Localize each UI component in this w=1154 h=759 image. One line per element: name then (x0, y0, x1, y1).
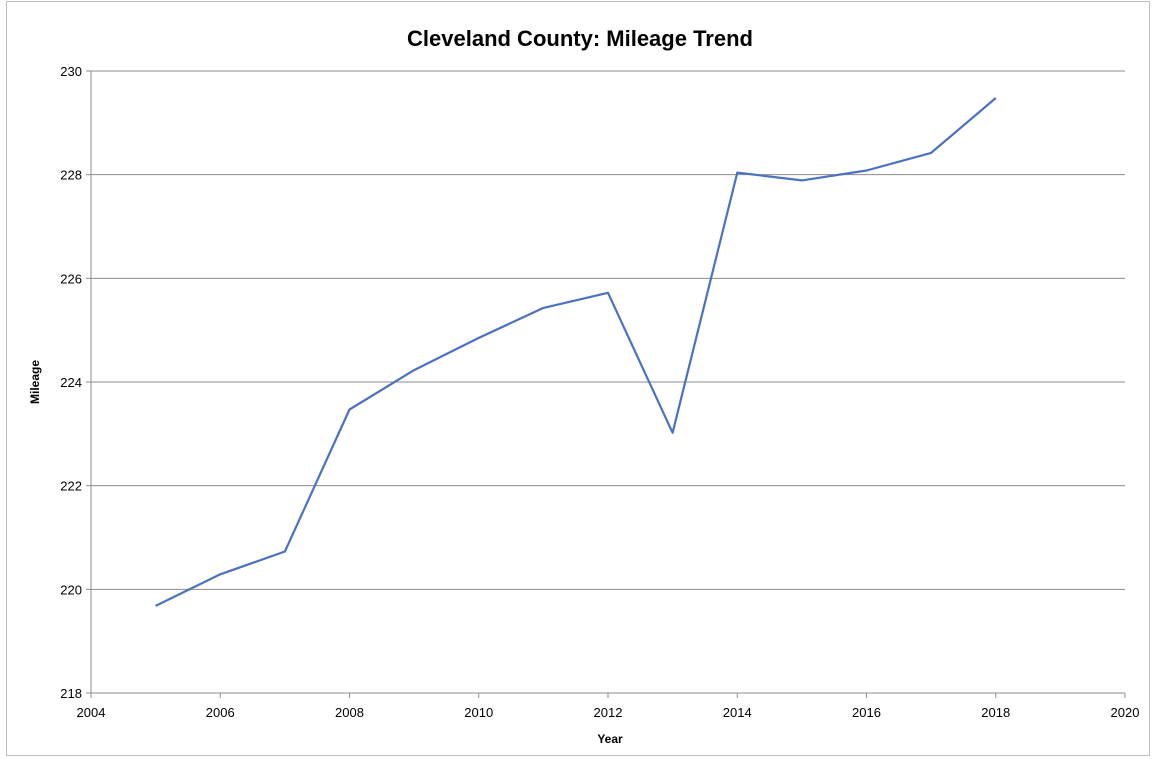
series-layer (153, 95, 999, 609)
chart-title: Cleveland County: Mileage Trend (407, 26, 753, 51)
axes (86, 70, 1126, 698)
x-tick-label-2012: 2012 (594, 705, 623, 720)
y-tick-labels: 218 220 222 224 226 228 230 (60, 64, 82, 701)
chart-frame (6, 1, 1150, 756)
data-point-2012 (605, 290, 611, 296)
y-tick-label-230: 230 (60, 64, 82, 79)
data-point-2008 (347, 406, 353, 412)
data-point-2007 (282, 548, 288, 554)
data-point-2006 (217, 571, 223, 577)
y-tick-label-218: 218 (60, 686, 82, 701)
x-tick-label-2008: 2008 (335, 705, 364, 720)
data-point-2016 (864, 168, 870, 174)
x-tick-labels: 2004 2006 2008 2010 2012 2014 2016 2018 2020 (77, 705, 1140, 720)
data-point-2010 (476, 335, 482, 341)
data-point-2014 (734, 170, 740, 176)
series-line-0 (155, 97, 997, 607)
data-point-2005 (153, 603, 159, 609)
data-point-2018 (993, 95, 999, 101)
data-point-2015 (799, 177, 805, 183)
x-tick-label-2016: 2016 (852, 705, 881, 720)
x-tick-label-2006: 2006 (206, 705, 235, 720)
y-tick-label-222: 222 (60, 479, 82, 494)
data-point-2011 (540, 305, 546, 311)
x-tick-label-2010: 2010 (464, 705, 493, 720)
x-tick-label-2020: 2020 (1111, 705, 1140, 720)
x-tick-label-2018: 2018 (981, 705, 1010, 720)
gridlines (91, 70, 1125, 590)
y-tick-label-228: 228 (60, 168, 82, 183)
y-axis-label: Mileage (28, 360, 42, 404)
data-point-2013 (670, 430, 676, 436)
y-tick-label-224: 224 (60, 375, 82, 390)
data-point-2017 (928, 150, 934, 156)
y-tick-label-220: 220 (60, 582, 82, 597)
data-point-2009 (411, 367, 417, 373)
x-axis-label: Year (597, 732, 623, 746)
x-tick-label-2014: 2014 (723, 705, 752, 720)
x-tick-label-2004: 2004 (77, 705, 106, 720)
y-tick-label-226: 226 (60, 271, 82, 286)
